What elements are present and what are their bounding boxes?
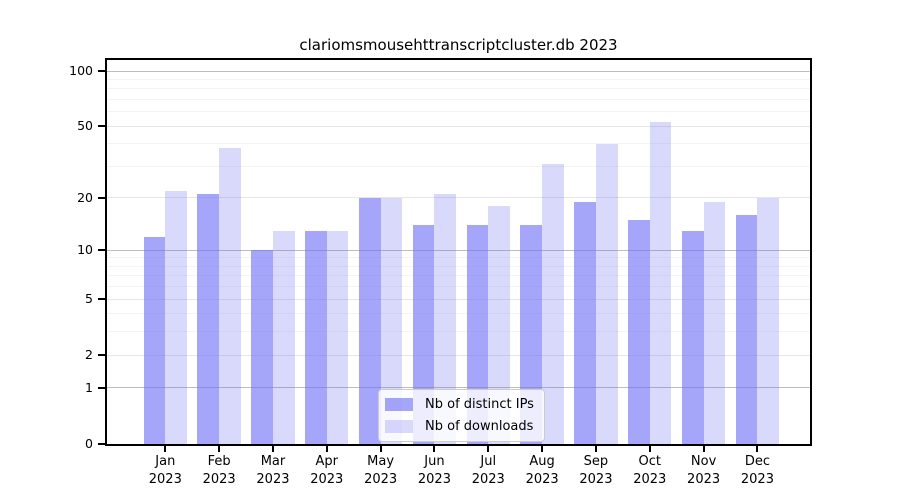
bar-distinct-ips-dec	[735, 215, 758, 444]
x-tick-aug	[541, 445, 544, 452]
y-tick-label-2: 2	[85, 347, 93, 363]
gridline-y-10	[107, 249, 810, 251]
gridline-y-30	[107, 165, 810, 167]
gridline-y-100	[107, 70, 810, 72]
gridline-y-3	[107, 331, 810, 333]
gridline-y-8	[107, 265, 810, 267]
y-tick-2	[98, 354, 105, 357]
bar-distinct-ips-apr	[305, 230, 327, 444]
x-tick-label-sep: Sep 2023	[579, 454, 613, 487]
bar-downloads-jan	[165, 190, 187, 444]
legend-item-downloads: Nb of downloads	[385, 417, 534, 435]
gridline-y-6	[107, 286, 810, 288]
x-tick-label-mar: Mar 2023	[256, 454, 290, 487]
x-tick-label-apr: Apr 2023	[310, 454, 344, 487]
legend-item-distinct-ips: Nb of distinct IPs	[385, 395, 534, 413]
y-tick-20	[98, 196, 105, 199]
x-tick-label-nov: Nov 2023	[687, 454, 721, 487]
gridline-y-50	[107, 125, 810, 127]
y-tick-100	[98, 70, 105, 72]
plot-area	[107, 60, 810, 444]
bar-distinct-ips-sep	[574, 201, 596, 444]
gridline-y-70	[107, 98, 810, 100]
x-tick-label-jul: Jul 2023	[471, 454, 505, 487]
y-tick-label-10: 10	[77, 242, 93, 258]
y-tick-label-1: 1	[85, 379, 93, 395]
x-tick-apr	[325, 445, 328, 452]
bar-distinct-ips-oct	[628, 219, 650, 444]
bar-downloads-oct	[649, 121, 672, 444]
x-tick-feb	[218, 445, 221, 452]
bar-downloads-jul	[488, 206, 510, 444]
y-tick-50	[98, 125, 105, 128]
bar-downloads-feb	[219, 147, 241, 444]
x-tick-nov	[702, 445, 705, 452]
x-tick-oct	[648, 445, 651, 452]
bar-downloads-dec	[757, 197, 780, 444]
gridline-y-60	[107, 111, 810, 113]
y-tick-10	[98, 249, 105, 252]
gridline-y-90	[107, 78, 810, 80]
x-tick-label-aug: Aug 2023	[525, 454, 559, 487]
bar-downloads-mar	[272, 230, 295, 444]
bar-downloads-sep	[595, 143, 618, 444]
x-tick-label-dec: Dec 2023	[740, 454, 774, 487]
gridline-y-1	[107, 387, 810, 389]
x-tick-label-jun: Jun 2023	[417, 454, 451, 487]
x-tick-label-oct: Oct 2023	[633, 454, 667, 487]
bar-downloads-jun	[434, 194, 457, 444]
chart-title: clariomsmousehttranscriptcluster.db 2023	[299, 36, 618, 54]
bar-downloads-aug	[542, 163, 564, 444]
y-tick-label-50: 50	[77, 118, 93, 134]
y-tick-label-0: 0	[85, 436, 93, 451]
x-tick-label-may: May 2023	[364, 454, 398, 487]
legend: Nb of distinct IPs Nb of downloads	[378, 389, 545, 442]
x-tick-label-feb: Feb 2023	[202, 454, 236, 487]
legend-swatch-downloads	[385, 419, 413, 433]
legend-label-downloads: Nb of downloads	[425, 418, 534, 434]
gridline-y-4	[107, 313, 810, 315]
bar-distinct-ips-feb	[197, 194, 220, 444]
x-tick-jul	[487, 445, 490, 452]
legend-label-distinct-ips: Nb of distinct IPs	[425, 396, 534, 412]
y-tick-label-100: 100	[69, 63, 93, 78]
x-tick-may	[379, 445, 382, 452]
gridline-y-2	[107, 354, 810, 356]
gridline-y-9	[107, 257, 810, 259]
x-tick-jan	[164, 445, 167, 452]
bar-distinct-ips-nov	[681, 230, 704, 444]
bar-downloads-apr	[326, 230, 349, 444]
x-tick-jun	[433, 445, 436, 452]
legend-swatch-distinct-ips	[385, 397, 413, 411]
y-tick-0	[98, 443, 105, 445]
x-tick-dec	[756, 445, 759, 452]
bar-downloads-nov	[703, 201, 726, 444]
y-tick-1	[98, 386, 105, 389]
bar-downloads-may	[380, 197, 403, 444]
bar-distinct-ips-mar	[251, 250, 273, 444]
bar-distinct-ips-jan	[143, 236, 166, 444]
x-tick-sep	[594, 445, 597, 452]
gridline-y-20	[107, 197, 810, 199]
bar-distinct-ips-may	[358, 197, 381, 444]
x-tick-label-jan: Jan 2023	[148, 454, 182, 487]
gridline-y-40	[107, 143, 810, 145]
x-tick-mar	[271, 445, 274, 452]
gridline-y-5	[107, 298, 810, 300]
y-tick-5	[98, 298, 105, 301]
y-tick-label-20: 20	[77, 189, 93, 205]
gridline-y-80	[107, 88, 810, 90]
gridline-y-7	[107, 275, 810, 277]
y-tick-label-5: 5	[85, 291, 93, 307]
